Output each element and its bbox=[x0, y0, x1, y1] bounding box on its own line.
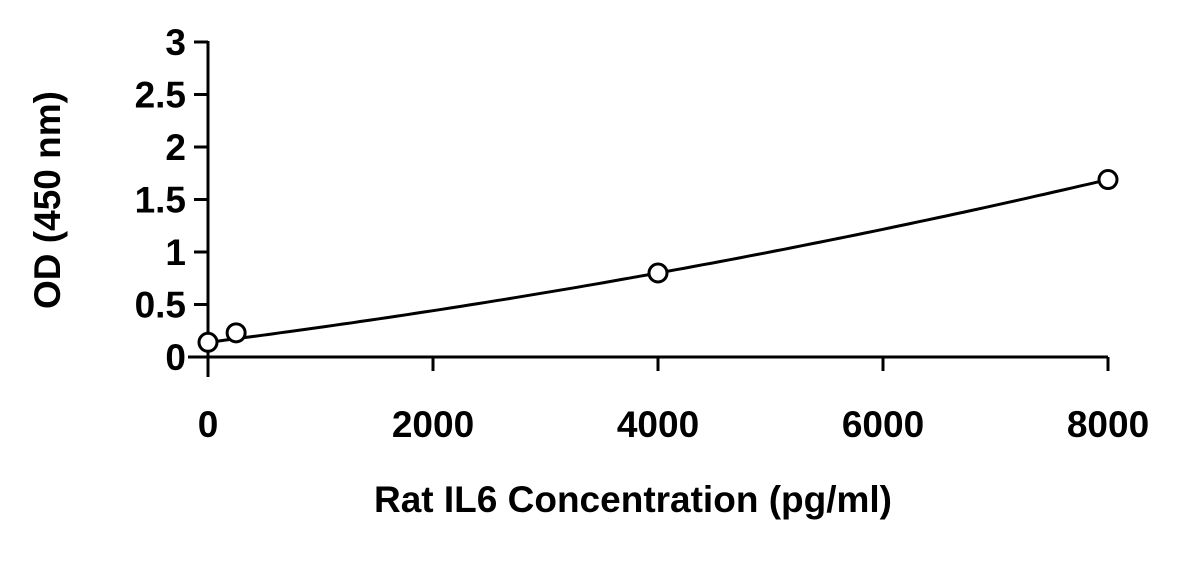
trend-curve bbox=[207, 178, 1109, 344]
x-tick-label: 8000 bbox=[1067, 404, 1149, 445]
y-axis-label: OD (450 nm) bbox=[27, 91, 68, 309]
x-tick-label: 0 bbox=[198, 404, 219, 445]
y-tick-label: 2.5 bbox=[135, 75, 186, 116]
y-tick-label: 1 bbox=[165, 232, 186, 273]
x-axis-label: Rat IL6 Concentration (pg/ml) bbox=[374, 479, 892, 520]
x-tick-label: 2000 bbox=[392, 404, 474, 445]
data-point bbox=[225, 322, 247, 344]
trend-curve-group bbox=[207, 178, 1109, 344]
x-tick-label: 4000 bbox=[617, 404, 699, 445]
data-point bbox=[647, 262, 669, 284]
data-point bbox=[197, 331, 219, 353]
axes: 0 0.5 1 1.5 2 2.5 3 0 2000 4000 6000 8000 bbox=[135, 22, 1150, 445]
data-point bbox=[1097, 169, 1119, 191]
y-tick-label: 3 bbox=[165, 22, 186, 63]
x-tick-label: 6000 bbox=[842, 404, 924, 445]
y-tick-label: 2 bbox=[165, 127, 186, 168]
y-tick-label: 0 bbox=[165, 337, 186, 378]
y-tick-label: 1.5 bbox=[135, 180, 186, 221]
data-points bbox=[197, 169, 1119, 353]
y-tick-label: 0.5 bbox=[135, 285, 186, 326]
